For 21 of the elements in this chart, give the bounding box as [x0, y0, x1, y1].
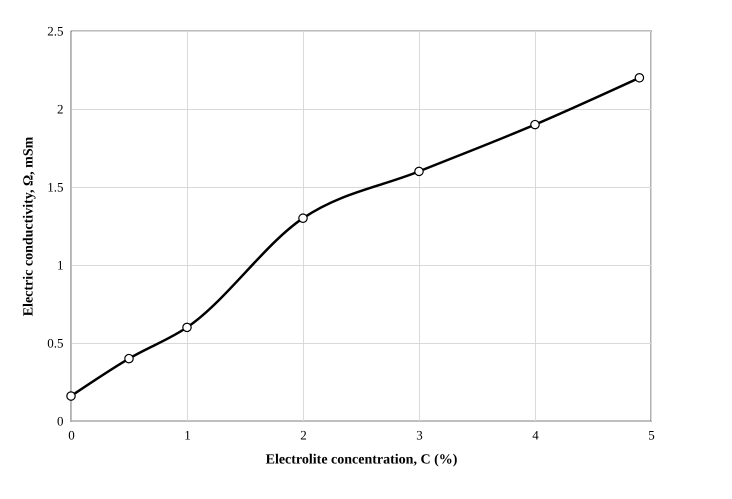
y-tick-label: 0	[57, 414, 64, 428]
point	[298, 213, 308, 223]
x-axis-title: Electrolite concentration, C (%)	[266, 452, 458, 468]
point	[182, 322, 192, 332]
x-tick-label: 4	[532, 428, 540, 442]
point	[634, 73, 644, 83]
x-tick-label: 5	[648, 428, 655, 442]
y-tick-label: 2.5	[47, 24, 64, 38]
y-tick-label: 1.5	[47, 180, 64, 194]
x-tick-label: 1	[184, 428, 191, 442]
point	[66, 391, 76, 401]
y-axis-title: Electric conductivity, Ω, mSm	[21, 136, 36, 316]
x-tick-label: 0	[68, 428, 75, 442]
y-tick-label: 2	[57, 102, 64, 116]
point	[124, 354, 134, 364]
y-tick-label: 0.5	[47, 336, 64, 350]
y-tick-label: 1	[57, 258, 64, 272]
point	[414, 166, 424, 176]
x-tick-label: 2	[300, 428, 307, 442]
x-tick-label: 3	[416, 428, 423, 442]
point	[530, 120, 540, 130]
